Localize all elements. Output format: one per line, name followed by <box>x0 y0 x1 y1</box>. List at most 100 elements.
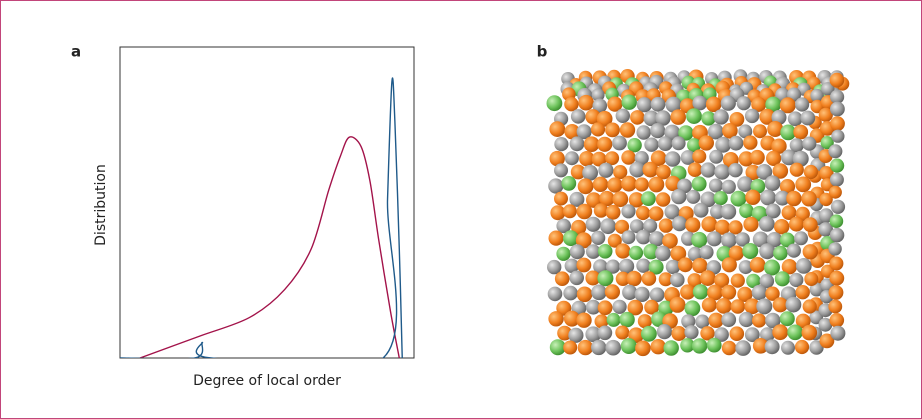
sphere <box>713 109 728 124</box>
sphere <box>830 214 844 228</box>
sphere <box>829 271 844 286</box>
sphere <box>701 216 717 232</box>
sphere <box>555 271 570 286</box>
sphere <box>563 341 577 355</box>
sphere <box>651 339 666 354</box>
sphere <box>759 216 775 232</box>
sphere <box>830 173 844 187</box>
x-axis-label: Degree of local order <box>193 373 341 389</box>
sphere <box>722 257 737 272</box>
sphere <box>804 272 818 286</box>
sphere <box>745 109 759 123</box>
sphere <box>796 258 812 274</box>
plot-area <box>120 78 402 370</box>
sphere <box>600 218 616 234</box>
sphere <box>830 102 845 117</box>
sphere <box>570 136 585 151</box>
sphere <box>670 109 686 125</box>
sphere <box>597 270 613 286</box>
sphere <box>692 176 707 191</box>
sphere <box>693 284 708 299</box>
sphere <box>773 246 788 261</box>
sphere <box>828 144 842 158</box>
sphere <box>795 340 809 354</box>
sphere <box>578 178 594 194</box>
sphere <box>554 192 568 206</box>
sphere <box>692 149 706 163</box>
sphere <box>743 135 757 149</box>
sphere <box>598 244 613 259</box>
sphere <box>721 232 737 248</box>
sphere <box>760 190 776 206</box>
sphere <box>627 138 641 152</box>
sphere <box>795 177 811 193</box>
sphere <box>701 162 716 177</box>
sphere <box>635 177 649 191</box>
sphere <box>802 325 818 341</box>
sphere <box>591 340 606 355</box>
sphere <box>742 243 758 259</box>
sphere <box>569 271 584 286</box>
sphere <box>756 298 772 314</box>
sphere <box>591 231 605 245</box>
sphere <box>613 300 627 314</box>
sphere <box>721 312 736 327</box>
sphere <box>774 219 789 234</box>
sphere <box>728 163 742 177</box>
sphere <box>671 189 686 204</box>
sphere <box>655 246 671 262</box>
sphere <box>684 325 698 339</box>
sphere <box>739 204 754 219</box>
sphere <box>786 297 802 313</box>
sphere <box>829 285 844 300</box>
sphere <box>828 242 841 255</box>
sphere <box>721 204 737 220</box>
sphere <box>548 287 563 302</box>
sphere <box>709 179 723 193</box>
sphere <box>722 341 737 356</box>
sphere <box>615 326 629 340</box>
sphere <box>802 137 816 151</box>
sphere <box>795 97 809 111</box>
sphere <box>598 300 613 315</box>
sphere <box>621 338 637 354</box>
sphere <box>605 122 620 137</box>
sphere <box>692 338 707 353</box>
sphere <box>752 313 766 327</box>
sphere <box>597 137 612 152</box>
sphere <box>830 326 845 341</box>
sphere <box>649 177 665 193</box>
sphere <box>563 204 577 218</box>
sphere <box>565 151 579 165</box>
sphere <box>753 124 767 138</box>
sphere <box>666 260 680 274</box>
sphere <box>765 339 780 354</box>
sphere <box>737 96 751 110</box>
sphere <box>577 204 593 220</box>
sphere <box>658 136 673 151</box>
sphere <box>659 218 673 232</box>
sphere <box>701 111 715 125</box>
sphere <box>577 287 593 303</box>
sphere <box>830 116 845 131</box>
sphere <box>780 311 795 326</box>
sphere <box>548 178 563 193</box>
sphere <box>787 244 801 258</box>
sphere-packing <box>547 69 850 356</box>
sphere <box>737 176 753 192</box>
sphere <box>752 285 767 300</box>
sphere <box>629 246 643 260</box>
sphere <box>636 230 651 245</box>
sphere <box>606 205 621 220</box>
sphere <box>702 298 717 313</box>
sphere <box>670 273 685 288</box>
sphere <box>649 206 664 221</box>
curve <box>140 137 399 358</box>
sphere <box>765 175 781 191</box>
sphere <box>593 177 608 192</box>
sphere <box>622 95 637 110</box>
sphere <box>781 341 795 355</box>
sphere <box>626 271 641 286</box>
sphere <box>829 257 843 271</box>
sphere <box>607 177 622 192</box>
